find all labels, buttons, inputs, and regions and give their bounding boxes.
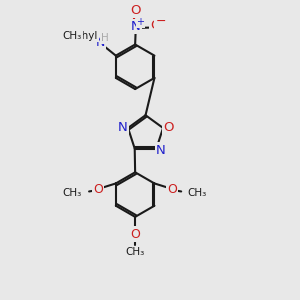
- Text: O: O: [130, 228, 140, 241]
- Text: O: O: [163, 122, 174, 134]
- Text: CH₃: CH₃: [62, 188, 82, 198]
- Text: O: O: [130, 4, 141, 17]
- Text: H: H: [101, 33, 108, 43]
- Text: CH₃: CH₃: [187, 188, 206, 198]
- Text: O: O: [167, 184, 177, 196]
- Text: −: −: [155, 14, 166, 28]
- Text: methyl: methyl: [61, 31, 98, 41]
- Text: N: N: [156, 143, 166, 157]
- Text: +: +: [136, 17, 145, 28]
- Text: O: O: [93, 184, 103, 196]
- Text: N: N: [96, 36, 105, 49]
- Text: CH₃: CH₃: [62, 31, 82, 41]
- Text: N: N: [118, 122, 128, 134]
- Text: N: N: [131, 20, 141, 33]
- Text: O: O: [150, 19, 161, 32]
- Text: CH₃: CH₃: [125, 247, 145, 257]
